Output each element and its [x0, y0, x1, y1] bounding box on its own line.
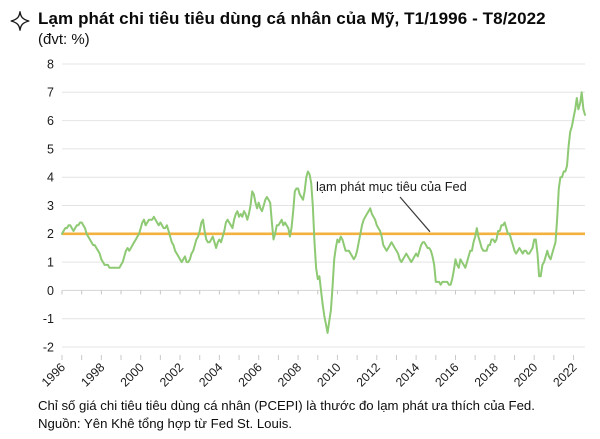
y-tick-label: 8 [47, 57, 54, 71]
y-tick-label: -2 [43, 340, 54, 354]
x-tick-label: 2016 [432, 360, 461, 389]
x-tick-label: 2012 [354, 360, 383, 389]
y-axis-labels: 8 7 6 5 4 3 2 1 0 -1 -2 [43, 57, 54, 354]
annotation-pointer-line [399, 196, 431, 233]
y-tick-label: 2 [47, 227, 54, 241]
x-tick-label: 2004 [196, 360, 225, 389]
y-tick-label: 7 [47, 86, 54, 100]
y-tick-label: 5 [47, 142, 54, 156]
x-axis-labels: 1996 1998 2000 2002 2004 2006 2008 2010 2012 2014… [39, 360, 580, 389]
x-tick-label: 2008 [275, 360, 304, 389]
title-block: Lạm phát chi tiêu tiêu dùng cá nhân của … [38, 8, 546, 49]
x-tick-label: 2006 [236, 360, 265, 389]
y-tick-label: 1 [47, 256, 54, 270]
chart-footer: Chỉ số giá chi tiêu tiêu dùng cá nhân (P… [38, 397, 535, 432]
annotation-label: lạm phát mục tiêu của Fed [316, 179, 467, 194]
y-tick-label: 3 [47, 199, 54, 213]
x-tick-label: 1996 [39, 360, 68, 389]
x-axis-ticks [61, 290, 575, 360]
y-tick-label: 0 [47, 284, 54, 298]
pce-inflation-chart: 8 7 6 5 4 3 2 1 0 -1 -2 1996 1998 2000 2002 2004 2006 200… [0, 52, 600, 404]
footer-source: Nguồn: Yên Khê tổng hợp từ Fed St. Louis… [38, 415, 293, 431]
x-tick-label: 2018 [472, 360, 501, 389]
x-tick-label: 2000 [118, 360, 147, 389]
pce-inflation-line [61, 91, 586, 334]
chart-title: Lạm phát chi tiêu tiêu dùng cá nhân của … [38, 9, 546, 28]
chart-canvas: 8 7 6 5 4 3 2 1 0 -1 -2 1996 1998 2000 2002 2004 2006 200… [39, 57, 586, 389]
x-tick-label: 2002 [157, 360, 186, 389]
chart-header: Lạm phát chi tiêu tiêu dùng cá nhân của … [10, 8, 546, 49]
y-tick-label: 4 [47, 171, 54, 185]
y-tick-label: -1 [43, 312, 54, 326]
x-tick-label: 2020 [511, 360, 540, 389]
x-tick-label: 2014 [393, 360, 422, 389]
x-tick-label: 1998 [78, 360, 107, 389]
footer-note: Chỉ số giá chi tiêu tiêu dùng cá nhân (P… [38, 398, 535, 413]
sparkle-icon [10, 11, 30, 31]
y-tick-label: 6 [47, 114, 54, 128]
x-tick-label: 2010 [314, 360, 343, 389]
x-tick-label: 2022 [550, 360, 579, 389]
chart-unit-label: (đvt: %) [38, 31, 90, 48]
